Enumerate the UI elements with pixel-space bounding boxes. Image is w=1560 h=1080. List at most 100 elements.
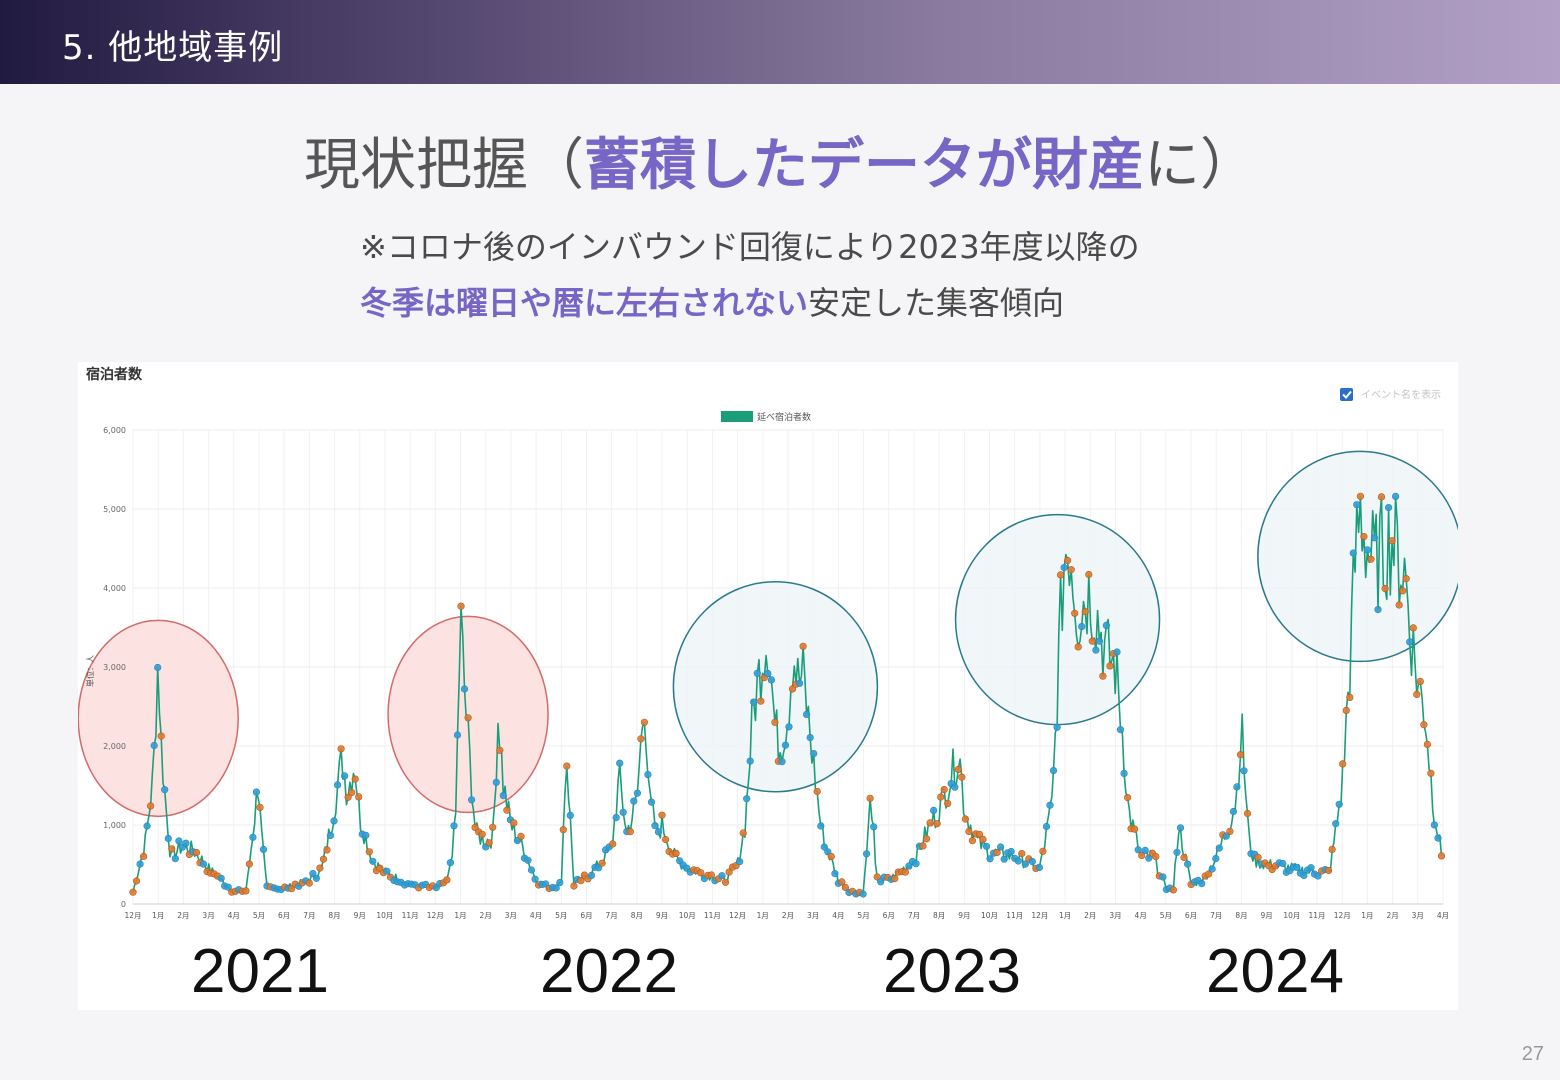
data-point bbox=[1399, 587, 1407, 595]
data-point bbox=[161, 786, 169, 794]
data-point bbox=[527, 866, 536, 874]
data-point bbox=[351, 775, 359, 783]
data-point bbox=[1180, 853, 1188, 862]
data-point bbox=[1430, 821, 1438, 829]
data-point bbox=[841, 883, 850, 892]
data-point bbox=[323, 846, 331, 854]
data-point bbox=[1324, 866, 1333, 875]
data-point bbox=[1198, 879, 1206, 888]
x-tick-label: 5月 bbox=[555, 911, 567, 920]
data-point bbox=[1081, 608, 1089, 616]
data-point bbox=[937, 793, 945, 801]
data-point bbox=[640, 718, 649, 726]
checkbox-event-names[interactable] bbox=[1340, 388, 1353, 401]
data-point bbox=[810, 750, 818, 758]
axis-layer: 0 1,000 2,000 3,000 4,000 5,000 6,000 12月 1月 2月 3月… bbox=[103, 426, 1449, 920]
data-point bbox=[1279, 859, 1287, 868]
data-point bbox=[1381, 585, 1389, 593]
data-point bbox=[1388, 537, 1396, 545]
data-point bbox=[961, 815, 970, 823]
data-point bbox=[453, 731, 462, 739]
data-point bbox=[802, 710, 811, 719]
data-point bbox=[944, 799, 952, 808]
page-title: 現状把握（蓄積したデータが財産に） bbox=[0, 120, 1560, 201]
data-point bbox=[443, 876, 451, 884]
data-point bbox=[1377, 493, 1386, 501]
data-point bbox=[1049, 767, 1058, 775]
x-tick-label: 10月 bbox=[1283, 911, 1300, 920]
data-point bbox=[982, 842, 991, 850]
data-point bbox=[1236, 751, 1245, 759]
data-point bbox=[1028, 858, 1037, 866]
data-point bbox=[697, 869, 705, 877]
y-tick-label: 4,000 bbox=[103, 584, 126, 593]
data-point bbox=[341, 772, 349, 780]
data-point bbox=[1406, 638, 1414, 646]
data-point bbox=[1071, 609, 1079, 617]
data-point bbox=[859, 890, 867, 898]
data-point bbox=[446, 859, 455, 867]
data-point bbox=[1102, 621, 1110, 630]
data-point bbox=[929, 806, 938, 815]
data-point bbox=[517, 832, 525, 841]
data-point bbox=[1346, 693, 1354, 702]
data-point bbox=[1063, 556, 1072, 565]
data-point bbox=[319, 855, 328, 863]
data-point bbox=[1021, 860, 1029, 868]
data-point bbox=[817, 822, 825, 830]
data-point bbox=[870, 823, 878, 831]
checkbox-label: イベント名を表示 bbox=[1361, 388, 1441, 401]
x-tick-label: 6月 bbox=[883, 911, 895, 920]
data-point bbox=[559, 826, 567, 834]
data-point bbox=[312, 874, 320, 882]
highlight-circles bbox=[78, 450, 1458, 818]
data-point bbox=[1307, 864, 1315, 872]
data-point bbox=[838, 878, 846, 886]
x-tick-label: 12月 bbox=[427, 911, 444, 920]
data-point bbox=[672, 849, 680, 858]
data-point bbox=[1018, 850, 1026, 858]
data-point bbox=[556, 878, 564, 887]
data-point bbox=[249, 833, 257, 841]
data-point bbox=[132, 877, 141, 885]
x-tick-label: 8月 bbox=[631, 911, 643, 920]
data-point bbox=[1183, 860, 1192, 868]
data-point bbox=[1130, 825, 1139, 833]
data-point bbox=[778, 758, 786, 766]
data-point bbox=[154, 663, 162, 672]
x-tick-label: 6月 bbox=[580, 911, 592, 920]
x-tick-label: 12月 bbox=[124, 911, 141, 920]
data-point bbox=[951, 783, 959, 791]
x-tick-label: 8月 bbox=[328, 911, 340, 920]
data-point bbox=[1300, 871, 1308, 880]
data-point bbox=[217, 874, 225, 882]
x-tick-label: 11月 bbox=[402, 911, 419, 920]
data-point bbox=[242, 887, 250, 895]
x-tick-label: 7月 bbox=[303, 911, 315, 920]
data-point bbox=[975, 830, 984, 839]
data-point bbox=[922, 835, 931, 843]
data-point bbox=[806, 734, 814, 742]
x-tick-label: 2月 bbox=[1386, 911, 1398, 920]
data-point bbox=[1152, 853, 1160, 861]
data-point bbox=[139, 852, 148, 861]
data-point bbox=[781, 741, 790, 749]
x-tick-label: 3月 bbox=[505, 911, 517, 920]
header-bar: 5. 他地域事例 bbox=[0, 0, 1560, 84]
x-tick-label: 10月 bbox=[679, 911, 696, 920]
x-tick-label: 1月 bbox=[454, 911, 466, 920]
data-point bbox=[1332, 820, 1340, 828]
x-tick-label: 3月 bbox=[1412, 911, 1424, 920]
x-tick-label: 4月 bbox=[530, 911, 542, 920]
x-tick-label: 9月 bbox=[958, 911, 970, 920]
data-point bbox=[1176, 824, 1185, 832]
note-highlight: 冬季は曜日や暦に左右されない bbox=[360, 284, 809, 322]
x-tick-label: 8月 bbox=[1235, 911, 1247, 920]
checkbox-check-icon bbox=[1342, 390, 1352, 399]
year-label-2021: 2021 bbox=[191, 937, 329, 1006]
data-point bbox=[1360, 533, 1368, 541]
data-point bbox=[979, 835, 987, 844]
data-point bbox=[1060, 564, 1068, 572]
legend-label[interactable]: 延べ宿泊者数 bbox=[757, 411, 811, 423]
data-point bbox=[577, 877, 585, 885]
